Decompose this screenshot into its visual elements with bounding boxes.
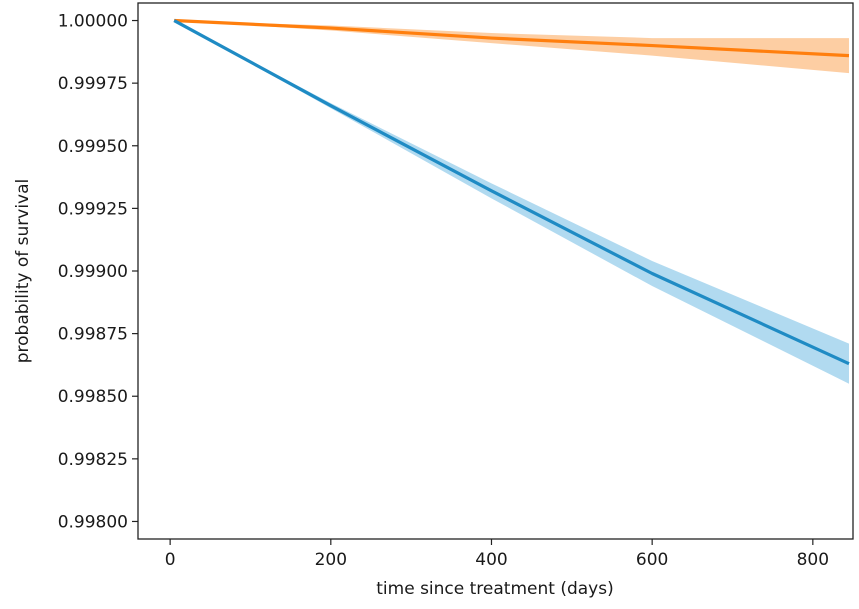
x-tick-label: 600 xyxy=(636,550,668,570)
y-tick-label: 0.99850 xyxy=(58,387,128,407)
y-axis-ticks: 0.99800 0.99825 0.99850 0.99875 0.99900 0.999… xyxy=(58,12,138,532)
y-tick-label: 0.99925 xyxy=(58,199,128,219)
series-1-confidence-band xyxy=(174,20,849,74)
x-tick-label: 0 xyxy=(165,550,176,570)
y-tick-label: 0.99800 xyxy=(58,512,128,532)
x-axis-ticks: 0 200 400 600 800 xyxy=(165,539,829,570)
plot-area xyxy=(137,2,854,540)
y-tick-label: 0.99900 xyxy=(58,262,128,282)
series-lines xyxy=(173,18,850,366)
y-tick-label: 0.99875 xyxy=(58,325,128,345)
series-1-line xyxy=(174,18,850,58)
y-tick-label: 0.99975 xyxy=(58,74,128,94)
x-tick-label: 200 xyxy=(315,550,347,570)
y-tick-label: 1.00000 xyxy=(58,12,128,32)
x-tick-label: 800 xyxy=(797,550,829,570)
x-tick-label: 400 xyxy=(475,550,507,570)
series-2-line xyxy=(173,19,850,366)
x-axis-label: time since treatment (days) xyxy=(376,579,613,599)
y-axis-label: probability of survival xyxy=(13,179,33,364)
y-tick-label: 0.99950 xyxy=(58,137,128,157)
y-tick-label: 0.99825 xyxy=(58,450,128,470)
